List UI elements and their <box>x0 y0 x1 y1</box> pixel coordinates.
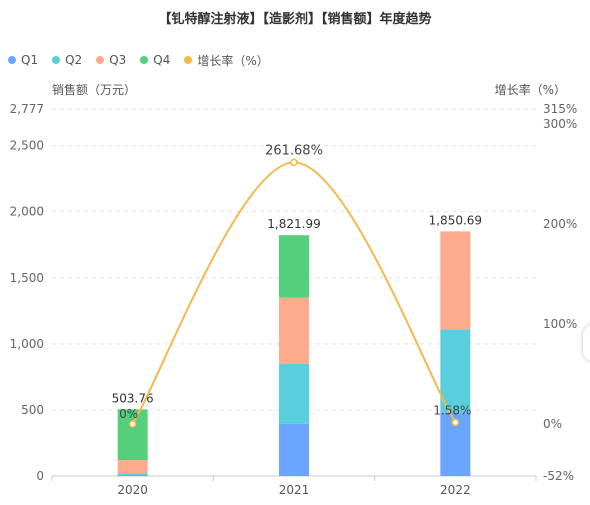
bar-q3-2020 <box>117 460 148 474</box>
legend-label-2: Q3 <box>109 53 127 67</box>
bar-q2-2022 <box>440 329 471 413</box>
legend-label-0: Q1 <box>21 53 39 67</box>
legend-item-1[interactable]: Q2 <box>52 53 82 67</box>
bar-q4-2020 <box>117 409 148 461</box>
legend-label-3: Q4 <box>153 53 171 67</box>
bar-q1-2021 <box>279 423 309 476</box>
bar-q3-2021 <box>279 297 309 364</box>
legend-marker-0 <box>8 56 16 64</box>
growth-rate-label-2: 1.58% <box>433 403 471 417</box>
legend-label-1: Q2 <box>65 53 83 67</box>
legend-marker-1 <box>52 56 61 64</box>
y-axis-right-title: 增长率（%） <box>494 83 566 97</box>
y-right-tick-label-5: 315% <box>543 102 577 116</box>
growth-rate-point-0 <box>128 420 137 428</box>
growth-rate-point-1 <box>290 158 298 167</box>
y-left-tick-label-4: 2,000 <box>10 205 44 219</box>
legend-marker-2 <box>96 56 105 64</box>
x-tick-label-0: 2020 <box>117 483 148 497</box>
x-tick-label-2: 2022 <box>440 483 471 497</box>
y-right-tick-label-0: -52% <box>543 469 574 483</box>
bar-q2-2021 <box>279 363 309 424</box>
y-right-tick-label-3: 200% <box>543 217 577 231</box>
legend-item-3[interactable]: Q4 <box>140 53 170 67</box>
legend: Q1 Q2 Q3 Q4 增长率（%） <box>8 52 269 68</box>
legend-marker-4 <box>184 56 193 64</box>
y-left-tick-label-3: 1,500 <box>10 271 44 285</box>
y-left-tick-label-2: 1,000 <box>10 337 44 351</box>
y-left-tick-label-0: 0 <box>36 469 44 483</box>
growth-rate-label-1: 261.68% <box>265 143 323 158</box>
legend-marker-3 <box>140 56 149 64</box>
growth-rate-point-2 <box>451 418 460 427</box>
bar-q4-2021 <box>279 235 309 298</box>
x-tick-label-1: 2021 <box>279 483 310 497</box>
y-right-tick-label-4: 300% <box>543 117 577 131</box>
legend-item-4[interactable]: 增长率（%） <box>184 52 269 69</box>
legend-label-4: 增长率（%） <box>197 53 269 68</box>
y-right-tick-label-2: 100% <box>543 317 577 331</box>
bar-q1-2020 <box>117 474 148 476</box>
y-left-tick-label-6: 2,777 <box>10 102 44 116</box>
legend-item-0[interactable]: Q1 <box>8 53 38 67</box>
y-left-tick-label-5: 2,500 <box>10 139 44 153</box>
chart-title: 【钆特醇注射液】【造影剂】【销售额】年度趋势 <box>158 12 432 27</box>
bar-q2-2020 <box>117 473 148 475</box>
y-left-tick-label-1: 500 <box>21 403 44 417</box>
y-axis-left-title: 销售额（万元） <box>52 83 137 97</box>
bar-total-label-1: 1,821.99 <box>267 217 320 231</box>
bar-q3-2022 <box>440 231 471 330</box>
growth-rate-label-0: 0% <box>119 407 138 421</box>
bar-total-label-2: 1,850.69 <box>429 213 482 227</box>
side-panel-handle[interactable] <box>583 325 590 361</box>
y-right-tick-label-1: 0% <box>543 417 562 431</box>
legend-item-2[interactable]: Q3 <box>96 53 126 67</box>
